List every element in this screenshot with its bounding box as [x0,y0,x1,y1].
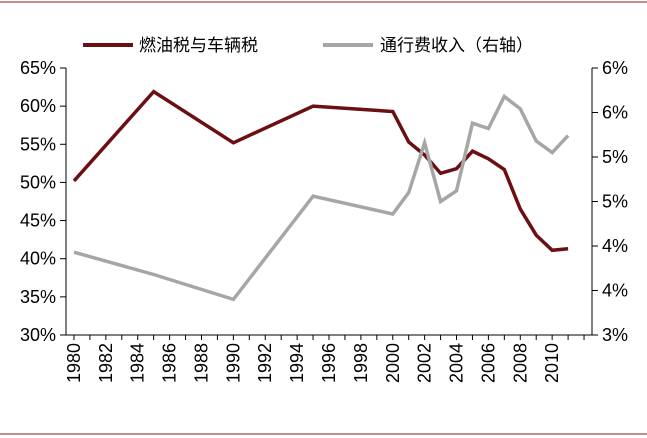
right-y-tick-label: 3% [602,325,628,345]
series-line-fuel-vehicle-tax [72,89,569,253]
x-tick-label: 1996 [319,343,339,383]
right-y-tick-label: 6% [602,58,628,78]
x-tick-label: 2008 [510,343,530,383]
x-tick-label: 1980 [64,343,84,383]
left-y-tick-label: 30% [20,325,56,345]
right-y-tick-label: 4% [602,236,628,256]
x-tick-label: 2002 [415,343,435,383]
right-y-tick-label: 5% [602,192,628,212]
legend-label-toll-revenue: 通行费收入（右轴） [380,36,533,56]
x-tick-label: 1986 [160,343,180,383]
left-y-tick-label: 45% [20,211,56,231]
right-y-tick-label: 4% [602,281,628,301]
x-tick-label: 1990 [223,343,243,383]
left-y-tick-label: 65% [20,58,56,78]
legend: 燃油税与车辆税 通行费收入（右轴） [83,36,533,56]
x-tick-label: 2000 [383,343,403,383]
left-y-tick-label: 50% [20,172,56,192]
x-tick-label: 2006 [478,343,498,383]
x-tick-label: 2010 [542,343,562,383]
left-y-tick-label: 55% [20,134,56,154]
left-y-tick-label: 60% [20,96,56,116]
x-tick-label: 1998 [351,343,371,383]
x-tick-label: 1982 [96,343,116,383]
x-tick-label: 1992 [255,343,275,383]
x-tick-label: 2004 [447,343,467,383]
x-tick-label: 1988 [191,343,211,383]
left-y-ticks: 30% 35% 40% 45% 50% 55% 60% 65% [20,58,66,345]
x-tick-label: 1984 [128,343,148,383]
right-y-tick-label: 6% [602,103,628,123]
left-y-tick-label: 40% [20,249,56,269]
right-y-tick-label: 5% [602,147,628,167]
series-line-toll-revenue [73,93,570,302]
left-y-tick-label: 35% [20,287,56,307]
series-layer [72,89,570,302]
right-y-ticks: 3% 4% 4% 5% 5% 6% 6% [592,58,628,345]
x-ticks: 1980 1982 1984 1986 1988 1990 1992 1994 1996 1998… [64,335,585,383]
legend-label-fuel-vehicle-tax: 燃油税与车辆税 [139,36,258,56]
x-tick-label: 1994 [287,343,307,383]
